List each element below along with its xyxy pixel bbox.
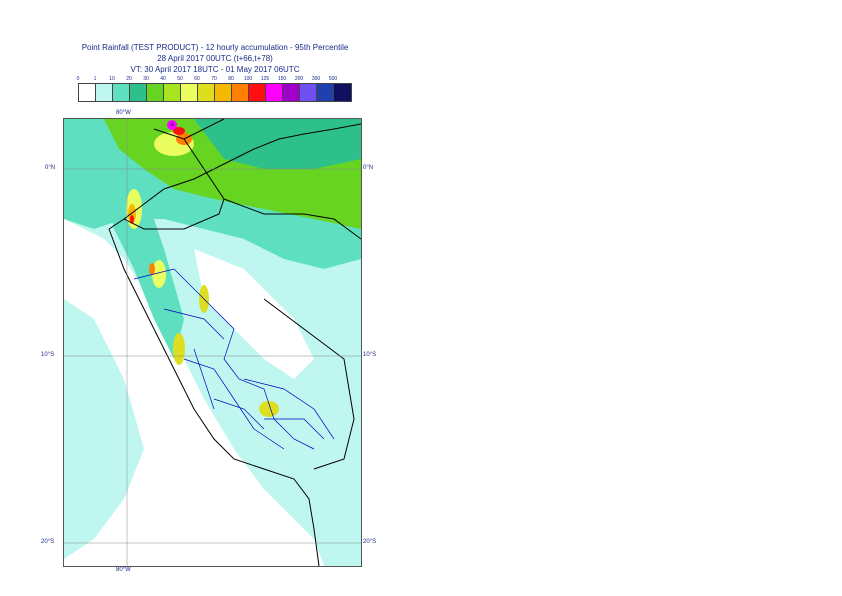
legend-tick-label: 50	[177, 76, 183, 82]
legend-tick-label: 300	[311, 76, 321, 82]
map-valid-time: VT: 30 April 2017 18UTC - 01 May 2017 06…	[130, 65, 300, 74]
legend-box	[96, 84, 113, 101]
legend-box	[79, 84, 96, 101]
rain-area-teal-coast	[104, 179, 184, 359]
lat-label-20-right: 20°S	[363, 539, 377, 545]
rain-cell-yellow-3	[152, 260, 166, 288]
lon-label-top: 80°W	[116, 110, 131, 116]
lat-label-0-right: 0°N	[363, 165, 374, 171]
dry-inland-patch	[194, 249, 314, 379]
legend-tick-label: 200	[294, 76, 304, 82]
legend-box	[334, 84, 351, 101]
rain-cell-orange-2	[149, 263, 155, 275]
legend-box	[266, 84, 283, 101]
color-legend	[78, 83, 352, 102]
legend-box	[249, 84, 266, 101]
legend-tick-label: 125	[260, 76, 270, 82]
rain-cell-yellow-4	[173, 333, 185, 365]
rain-area-light-west	[64, 299, 144, 559]
dry-ocean-patch	[64, 219, 164, 349]
legend-box	[113, 84, 130, 101]
rain-cell-purple	[170, 122, 174, 126]
legend-tick-label: 500	[328, 76, 338, 82]
legend-box	[232, 84, 249, 101]
country-border-peru	[108, 123, 361, 566]
legend-tick-label: 70	[211, 76, 217, 82]
legend-box	[300, 84, 317, 101]
rainfall-map	[63, 118, 362, 567]
country-border-ecuador-colombia	[123, 119, 361, 240]
lat-label-20-left: 20°S	[41, 539, 55, 545]
legend-tick-label: 150	[277, 76, 287, 82]
legend-box	[181, 84, 198, 101]
legend-tick-label: 10	[109, 76, 115, 82]
legend-tick-label: 100	[243, 76, 253, 82]
legend-box	[283, 84, 300, 101]
legend-box	[317, 84, 334, 101]
map-title: Point Rainfall (TEST PRODUCT) - 12 hourl…	[81, 43, 349, 52]
legend-tick-label: 60	[194, 76, 200, 82]
legend-box	[215, 84, 232, 101]
legend-box	[164, 84, 181, 101]
map-run-time: 28 April 2017 00UTC (t+66,t+78)	[157, 54, 273, 63]
legend-tick-label: 40	[160, 76, 166, 82]
legend-tick-label: 0	[76, 76, 80, 82]
rain-cell-yellow-5	[259, 401, 279, 417]
legend-tick-label: 1	[93, 76, 97, 82]
lat-label-10-left: 10°S	[41, 352, 55, 358]
legend-tick-label: 20	[126, 76, 132, 82]
legend-box	[198, 84, 215, 101]
rain-cell-red-1	[130, 215, 134, 223]
map-canvas	[64, 119, 361, 566]
lat-label-10-right: 10°S	[363, 352, 377, 358]
legend-box	[130, 84, 147, 101]
legend-tick-label: 80	[228, 76, 234, 82]
admin-borders	[133, 268, 335, 450]
legend-tick-label: 30	[143, 76, 149, 82]
lon-label-bottom: 80°W	[116, 567, 131, 573]
legend-box	[147, 84, 164, 101]
lat-label-0-left: 0°N	[45, 165, 56, 171]
rain-cell-red-2	[173, 127, 185, 135]
